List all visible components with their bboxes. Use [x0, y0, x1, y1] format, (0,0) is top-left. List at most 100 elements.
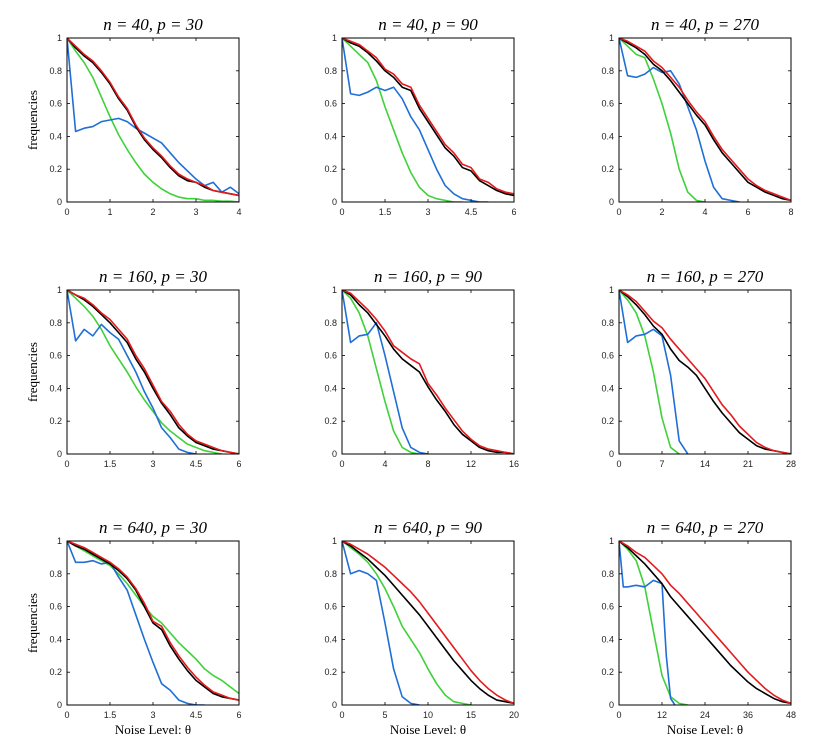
y-tick-label: 0.2: [601, 416, 614, 426]
x-tick-label: 12: [466, 459, 476, 469]
x-tick-label: 2: [150, 207, 155, 217]
x-tick-label: 20: [509, 710, 519, 720]
x-tick-label: 21: [743, 459, 753, 469]
x-tick-label: 24: [700, 710, 710, 720]
x-tick-label: 0: [339, 207, 344, 217]
y-tick-label: 0.2: [601, 667, 614, 677]
series-line-blue: [342, 541, 420, 705]
y-tick-label: 0.2: [49, 667, 62, 677]
x-tick-label: 0: [616, 459, 621, 469]
y-axis-label: frequencies: [25, 90, 40, 150]
y-tick-label: 0.2: [49, 416, 62, 426]
y-tick-label: 0: [57, 700, 62, 710]
y-tick-label: 1: [609, 536, 614, 546]
y-tick-label: 1: [332, 285, 337, 295]
series-line-green: [619, 541, 688, 705]
x-tick-label: 4.5: [465, 207, 478, 217]
y-tick-label: 1: [609, 33, 614, 43]
series-line-green: [342, 38, 463, 202]
series-group: [619, 541, 791, 705]
axes-box: [618, 37, 792, 203]
x-tick-label: 1: [107, 207, 112, 217]
series-line-black: [67, 290, 239, 454]
x-tick-label: 16: [509, 459, 519, 469]
x-tick-label: 1.5: [104, 459, 117, 469]
series-line-red: [342, 290, 514, 454]
series-line-black: [342, 541, 514, 705]
y-tick-label: 0.4: [601, 131, 614, 141]
x-axis-label: Noise Level: θ: [390, 722, 466, 737]
x-tick-label: 5: [382, 710, 387, 720]
x-tick-label: 12: [657, 710, 667, 720]
series-line-green: [342, 290, 420, 454]
y-tick-label: 0.6: [601, 602, 614, 612]
y-axis-label: frequencies: [25, 342, 40, 402]
series-line-red: [67, 541, 239, 701]
y-tick-label: 0.8: [324, 66, 337, 76]
y-tick-label: 0.6: [49, 99, 62, 109]
y-tick-label: 0.8: [601, 66, 614, 76]
axes-box: [341, 540, 515, 706]
y-tick-label: 0: [57, 449, 62, 459]
y-tick-label: 0.4: [49, 131, 62, 141]
x-tick-label: 0: [339, 710, 344, 720]
y-tick-label: 0.6: [49, 602, 62, 612]
series-line-blue: [67, 290, 197, 454]
series-line-red: [342, 541, 514, 705]
subplot-title: n = 640, p = 270: [647, 518, 764, 537]
series-group: [619, 38, 791, 202]
series-group: [342, 38, 514, 202]
subplot-8: n = 640, p = 90 0 5 10 15 20 0 0.2 0.4 0.6 0.8 1 Noi…: [324, 518, 519, 737]
series-line-green: [67, 541, 239, 695]
series-group: [619, 290, 791, 454]
subplot-title: n = 640, p = 90: [374, 518, 482, 537]
subplot-6: n = 160, p = 270 0 7 14 21 28 0 0.2 0.4 0.6 0.8 1: [601, 267, 796, 469]
series-line-green: [619, 290, 680, 454]
y-tick-label: 0: [609, 700, 614, 710]
x-tick-label: 4: [236, 207, 241, 217]
y-tick-label: 0.8: [324, 318, 337, 328]
subplot-title: n = 40, p = 30: [103, 15, 203, 34]
x-tick-label: 0: [64, 459, 69, 469]
x-tick-label: 28: [786, 459, 796, 469]
series-line-green: [67, 38, 239, 202]
x-tick-label: 7: [659, 459, 664, 469]
x-tick-label: 0: [339, 459, 344, 469]
x-tick-label: 3: [425, 207, 430, 217]
series-line-blue: [342, 290, 429, 454]
series-line-red: [67, 290, 239, 454]
y-tick-label: 0.6: [49, 351, 62, 361]
y-tick-label: 0.8: [324, 569, 337, 579]
x-tick-label: 4.5: [190, 710, 203, 720]
y-tick-label: 0.4: [324, 131, 337, 141]
subplot-7: n = 640, p = 30 0 1.5 3 4.5 6 0 0.2 0.4 0.6 0.8 1 fr…: [25, 518, 242, 737]
y-tick-label: 1: [57, 33, 62, 43]
y-tick-label: 0.8: [601, 569, 614, 579]
series-group: [67, 38, 239, 202]
subplot-title: n = 40, p = 270: [651, 15, 759, 34]
x-tick-label: 10: [423, 710, 433, 720]
y-tick-label: 0.2: [324, 164, 337, 174]
subplot-5: n = 160, p = 90 0 4 8 12 16 0 0.2 0.4 0.6 0.8 1: [324, 267, 519, 469]
subplot-title: n = 160, p = 90: [374, 267, 482, 286]
x-tick-label: 15: [466, 710, 476, 720]
series-line-red: [342, 38, 514, 195]
y-tick-label: 1: [332, 536, 337, 546]
y-tick-label: 1: [57, 536, 62, 546]
subplot-3: n = 40, p = 270 0 2 4 6 8 0 0.2 0.4 0.6 0.8 1: [601, 15, 793, 217]
x-tick-label: 8: [788, 207, 793, 217]
axes-box: [66, 289, 240, 455]
y-tick-label: 0: [609, 449, 614, 459]
y-tick-label: 0.6: [601, 99, 614, 109]
y-tick-label: 0.6: [601, 351, 614, 361]
subplot-title: n = 160, p = 30: [99, 267, 207, 286]
series-line-blue: [342, 38, 489, 202]
y-tick-label: 0: [332, 449, 337, 459]
y-tick-label: 1: [609, 285, 614, 295]
x-tick-label: 3: [150, 459, 155, 469]
subplot-9: n = 640, p = 270 0 12 24 36 48 0 0.2 0.4 0.6 0.8 1 N…: [601, 518, 796, 737]
series-line-blue: [67, 541, 205, 705]
series-group: [67, 541, 239, 705]
series-line-blue: [619, 38, 740, 202]
